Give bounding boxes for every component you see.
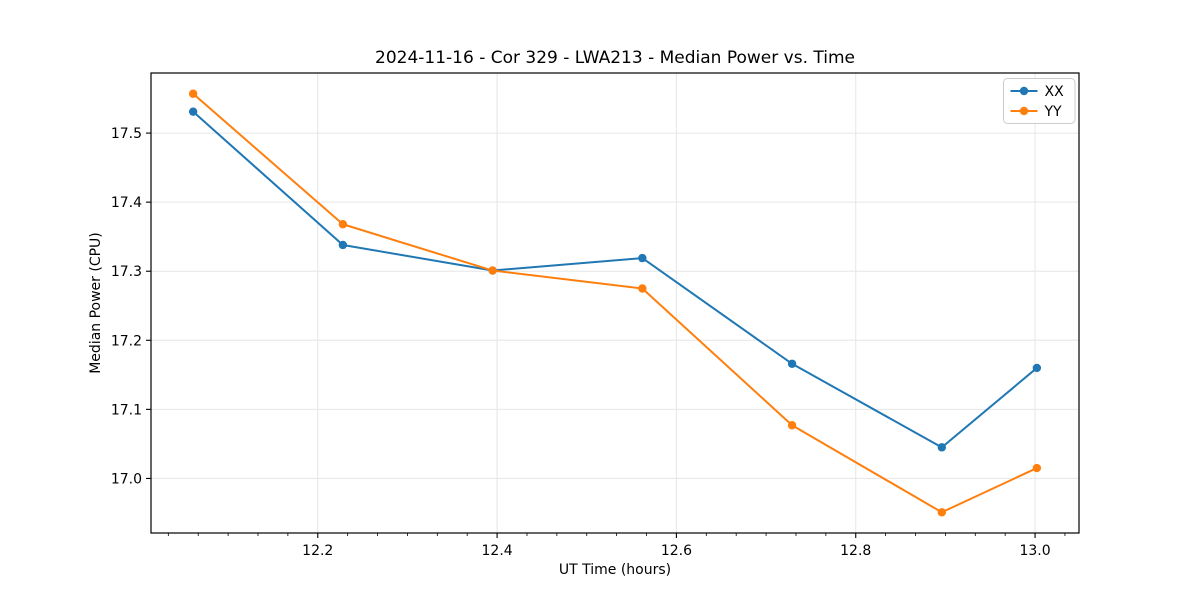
x-axis-label: UT Time (hours) (558, 562, 672, 578)
x-axis-minor-ticks (167, 533, 1066, 536)
legend-item-YY: YY (1010, 104, 1063, 120)
data-point (638, 253, 647, 263)
data-point (188, 107, 198, 116)
data-point (638, 284, 647, 293)
data-point (338, 220, 348, 229)
chart-title: 2024-11-16 - Cor 329 - LWA213 - Median P… (375, 48, 855, 68)
x-tick-label: 12.8 (840, 543, 871, 559)
legend-label: XX (1045, 84, 1065, 100)
x-tick-label: 13.0 (1019, 543, 1050, 559)
y-tick-label: 17.4 (111, 195, 142, 211)
data-point (488, 266, 497, 275)
data-point (1032, 463, 1042, 473)
x-tick-label: 12.4 (482, 543, 513, 559)
data-point (937, 508, 947, 517)
data-point (937, 443, 947, 452)
y-axis-label: Median Power (CPU) (88, 232, 104, 374)
legend-marker (1019, 86, 1029, 96)
y-tick-label: 17.5 (111, 126, 142, 142)
legend-marker (1019, 106, 1029, 116)
x-tick-label: 12.6 (661, 543, 692, 559)
y-tick-label: 17.1 (111, 402, 142, 418)
data-point (338, 240, 348, 250)
x-axis-ticks: 12.2 12.4 12.6 12.8 13.0 (302, 533, 1051, 559)
y-tick-label: 17.3 (111, 264, 142, 280)
y-tick-label: 17.2 (111, 333, 142, 349)
legend-item-XX: XX (1010, 84, 1065, 100)
data-point (188, 89, 198, 98)
x-tick-label: 12.2 (302, 543, 333, 559)
plot-border (150, 72, 1080, 534)
y-tick-label: 17.0 (111, 471, 142, 487)
series-XX (188, 107, 1042, 452)
data-point (787, 359, 797, 368)
data-point (787, 421, 797, 430)
legend: XX YY (1003, 78, 1076, 124)
grid-lines (151, 73, 1079, 533)
series-YY (188, 89, 1042, 517)
y-axis-ticks: 17.0 17.1 17.2 17.3 17.4 17.5 (111, 126, 151, 487)
data-point (1032, 363, 1042, 373)
legend-label: YY (1044, 104, 1063, 120)
